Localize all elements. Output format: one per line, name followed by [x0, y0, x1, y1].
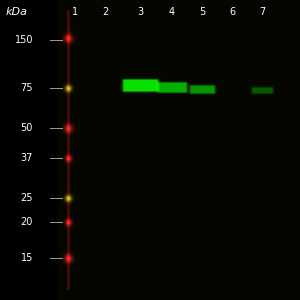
- Text: 15: 15: [21, 253, 33, 263]
- Text: 150: 150: [14, 35, 33, 45]
- Text: 5: 5: [199, 7, 205, 17]
- Text: 50: 50: [21, 123, 33, 133]
- Text: 7: 7: [259, 7, 265, 17]
- Text: 20: 20: [21, 217, 33, 227]
- Text: 25: 25: [20, 193, 33, 203]
- Text: 75: 75: [20, 83, 33, 93]
- Text: kDa: kDa: [6, 7, 28, 17]
- Text: 37: 37: [21, 153, 33, 163]
- Text: 1: 1: [72, 7, 78, 17]
- Text: 2: 2: [102, 7, 108, 17]
- Text: 3: 3: [137, 7, 143, 17]
- Text: 4: 4: [169, 7, 175, 17]
- Text: 6: 6: [229, 7, 235, 17]
